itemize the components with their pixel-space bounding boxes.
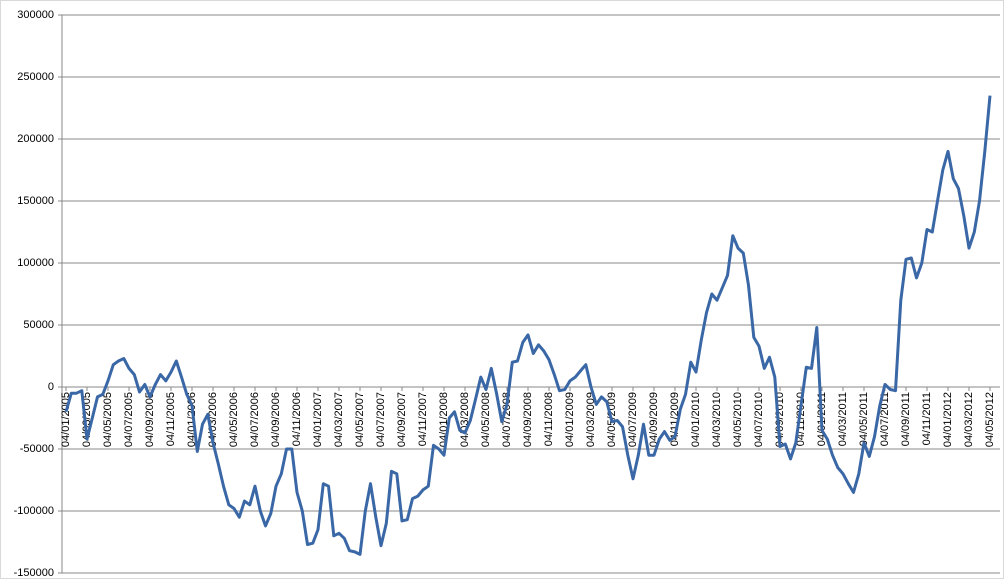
x-tick-label: 04/07/2007 <box>375 392 387 447</box>
y-tick-label: 150000 <box>17 195 54 207</box>
x-tick-label: 04/11/2008 <box>543 392 555 446</box>
x-tick-label: 04/03/2012 <box>963 392 975 447</box>
x-tick-label: 04/05/2006 <box>228 392 240 447</box>
x-tick-label: 04/09/2007 <box>396 392 408 447</box>
data-line <box>64 95 992 556</box>
x-tick-label: 04/11/2007 <box>417 392 429 446</box>
x-tick-label: 04/03/2007 <box>333 392 345 447</box>
x-tick-label: 04/11/2009 <box>669 392 681 446</box>
y-tick-label: -50000 <box>20 443 54 455</box>
y-tick-label: 100000 <box>17 257 54 269</box>
y-tick-label: -150000 <box>14 567 54 579</box>
x-tick-label: 04/07/2008 <box>501 392 513 447</box>
x-tick-label: 04/05/2011 <box>858 392 870 446</box>
x-tick-label: 04/07/2006 <box>249 392 261 447</box>
y-tick-label: 200000 <box>17 133 54 145</box>
y-tick-label: 300000 <box>17 9 54 21</box>
x-tick-label: 04/03/2011 <box>837 392 849 446</box>
x-tick-label: 04/05/2012 <box>984 392 996 447</box>
x-tick-label: 04/05/2008 <box>480 392 492 447</box>
y-tick-label: -100000 <box>14 505 54 517</box>
x-tick-label: 04/11/2006 <box>291 392 303 446</box>
x-tick-label: 04/11/2005 <box>165 392 177 446</box>
x-tick-label: 04/01/2012 <box>942 392 954 447</box>
y-tick-label: 50000 <box>23 319 54 331</box>
x-tick-label: 04/03/2010 <box>711 392 723 447</box>
x-tick-label: 04/07/2011 <box>879 392 891 446</box>
y-tick-label: 0 <box>48 381 54 393</box>
x-tick-label: 04/07/2010 <box>753 392 765 447</box>
x-tick-label: 04/01/2009 <box>564 392 576 447</box>
x-tick-label: 04/09/2006 <box>270 392 282 447</box>
x-tick-label: 04/05/2007 <box>354 392 366 447</box>
x-tick-label: 04/09/2009 <box>648 392 660 447</box>
x-tick-label: 04/07/2005 <box>123 392 135 447</box>
x-tick-label: 04/03/2008 <box>459 392 471 447</box>
x-tick-label: 04/05/2010 <box>732 392 744 447</box>
x-tick-label: 04/03/2009 <box>585 392 597 447</box>
x-tick-label: 04/01/2010 <box>690 392 702 447</box>
x-tick-label: 04/09/2008 <box>522 392 534 447</box>
x-tick-label: 04/09/2005 <box>144 392 156 447</box>
y-tick-label: 250000 <box>17 71 54 83</box>
x-tick-label: 04/05/2005 <box>102 392 114 447</box>
x-tick-label: 04/07/2009 <box>627 392 639 447</box>
x-tick-label: 04/09/2011 <box>900 392 912 446</box>
x-tick-label: 04/11/2011 <box>921 392 933 445</box>
x-tick-label: 04/01/2007 <box>312 392 324 447</box>
